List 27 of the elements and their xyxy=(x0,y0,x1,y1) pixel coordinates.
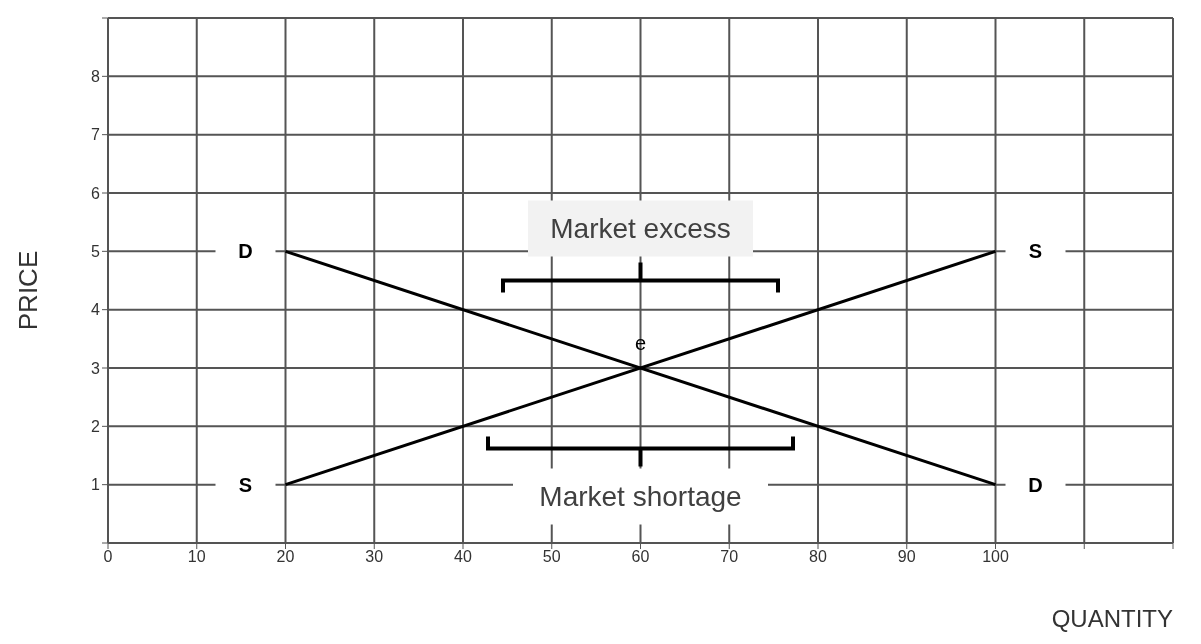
x-axis-title: QUANTITY xyxy=(1051,605,1173,633)
annotation: Market excess xyxy=(550,212,731,244)
y-tick-label: 7 xyxy=(91,126,101,144)
annotation: Market shortage xyxy=(539,480,742,512)
x-tick-label: 80 xyxy=(809,548,827,566)
x-tick-label: 30 xyxy=(365,548,384,566)
y-tick-label: 4 xyxy=(91,301,101,319)
x-tick-label: 10 xyxy=(187,548,206,566)
y-tick-label: 1 xyxy=(91,476,101,494)
x-tick-label: 70 xyxy=(720,548,739,566)
text: S xyxy=(238,473,253,496)
y-tick-label: 8 xyxy=(91,68,101,86)
y-tick-label: 3 xyxy=(91,359,101,377)
series-label: S xyxy=(1028,240,1043,263)
x-tick-label: 50 xyxy=(542,548,561,566)
y-axis-title: PRICE xyxy=(12,250,44,331)
y-tick-label: 2 xyxy=(91,418,101,436)
y-tick-label: 5 xyxy=(91,243,101,261)
x-tick-label: 40 xyxy=(454,548,472,566)
text: D xyxy=(238,240,253,263)
y-tick-label: 6 xyxy=(91,184,101,202)
series-label: D xyxy=(1028,473,1043,496)
x-tick-label: 90 xyxy=(897,548,916,566)
x-tick-label: 0 xyxy=(103,548,113,566)
x-tick-label: 60 xyxy=(631,548,650,566)
x-tick-label: 100 xyxy=(982,548,1009,566)
x-tick-label: 20 xyxy=(276,548,295,566)
